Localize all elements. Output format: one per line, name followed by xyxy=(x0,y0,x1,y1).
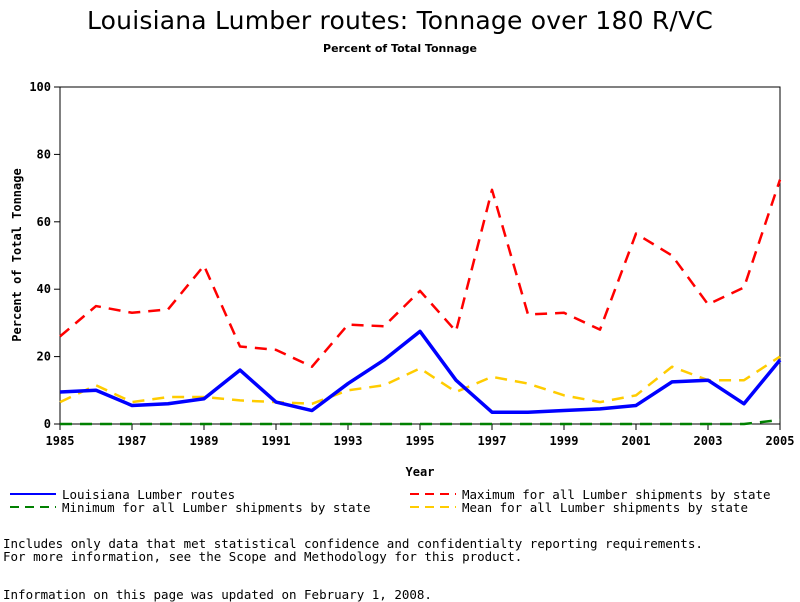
x-tick-label: 2005 xyxy=(766,434,795,448)
footnote-methodology: For more information, see the Scope and … xyxy=(3,549,523,564)
x-tick-label: 1989 xyxy=(190,434,219,448)
legend-swatch-minimum xyxy=(10,506,56,508)
legend-label-maximum: Maximum for all Lumber shipments by stat… xyxy=(462,486,771,502)
series-line-louisiana xyxy=(59,329,782,414)
legend-label-louisiana: Louisiana Lumber routes xyxy=(62,486,236,502)
y-axis: 0 20 40 60 80 100 xyxy=(29,80,60,431)
y-tick-label: 100 xyxy=(29,80,51,94)
series-lines xyxy=(59,179,782,426)
legend-item-minimum: Minimum for all Lumber shipments by stat… xyxy=(10,499,371,515)
legend-item-maximum: Maximum for all Lumber shipments by stat… xyxy=(410,486,771,502)
y-tick-label: 20 xyxy=(37,350,51,364)
x-tick-label: 1987 xyxy=(118,434,147,448)
x-axis: 1985 1987 1989 1991 1993 1995 1997 1999 2001 2003… xyxy=(46,424,795,448)
series-line-maximum xyxy=(59,179,782,368)
plot-area xyxy=(59,86,781,425)
legend-item-louisiana: Louisiana Lumber routes xyxy=(10,486,236,502)
legend-label-minimum: Minimum for all Lumber shipments by stat… xyxy=(62,499,371,515)
legend-item-mean: Mean for all Lumber shipments by state xyxy=(410,499,748,515)
x-tick-label: 1999 xyxy=(550,434,579,448)
chart-title: Louisiana Lumber routes: Tonnage over 18… xyxy=(86,6,714,35)
y-tick-label: 0 xyxy=(44,417,51,431)
legend: Louisiana Lumber routes Maximum for all … xyxy=(0,486,800,518)
y-tick-label: 80 xyxy=(37,147,51,161)
x-tick-label: 2003 xyxy=(694,434,723,448)
series-line-minimum xyxy=(60,418,781,426)
y-tick-label: 60 xyxy=(37,215,51,229)
line-chart: 0 20 40 60 80 100 1985 1987 1989 1991 1993 1995 199… xyxy=(10,80,795,479)
legend-swatch-mean xyxy=(410,506,456,508)
x-tick-label: 1997 xyxy=(478,434,507,448)
x-tick-label: 1993 xyxy=(334,434,363,448)
y-tick-label: 40 xyxy=(37,282,51,296)
legend-swatch-louisiana xyxy=(10,493,56,495)
x-axis-title: Year xyxy=(406,465,435,479)
x-tick-label: 1991 xyxy=(262,434,291,448)
legend-swatch-maximum xyxy=(410,493,456,495)
legend-label-mean: Mean for all Lumber shipments by state xyxy=(462,499,748,515)
y-axis-title: Percent of Total Tonnage xyxy=(10,168,24,341)
chart-subtitle: Percent of Total Tonnage xyxy=(323,42,477,55)
x-tick-label: 1985 xyxy=(46,434,75,448)
series-line-mean xyxy=(59,355,781,406)
footnote-confidence: Includes only data that met statistical … xyxy=(3,536,703,551)
x-tick-label: 1995 xyxy=(406,434,435,448)
footnote-updated: Information on this page was updated on … xyxy=(3,587,432,602)
x-tick-label: 2001 xyxy=(622,434,651,448)
